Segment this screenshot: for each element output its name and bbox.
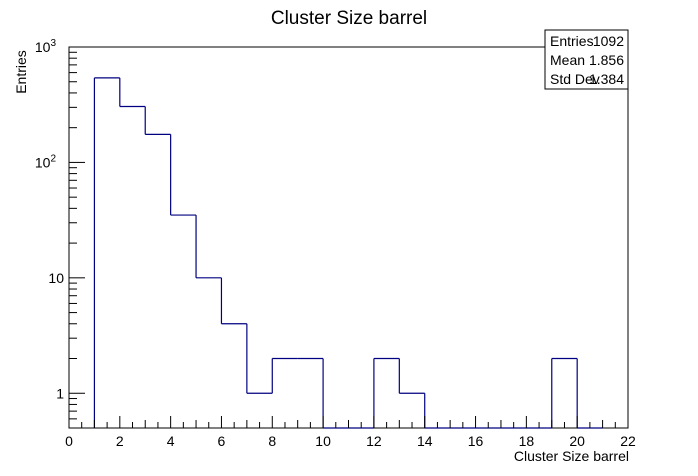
x-axis-label: Cluster Size barrel (514, 448, 629, 464)
x-tick-label-8: 14 (417, 433, 433, 449)
stats-value-entries: 1092 (593, 33, 624, 49)
x-tick-label-1: 0 (65, 433, 73, 449)
x-tick-label-12: 22 (620, 433, 636, 449)
stats-value-std-dev: 1.384 (589, 71, 624, 87)
stats-value-mean: 1.856 (589, 52, 624, 68)
x-tick-label-2: 2 (116, 433, 124, 449)
stats-label-mean: Mean (550, 52, 585, 68)
x-tick-label-6: 10 (315, 433, 331, 449)
x-tick-label-7: 12 (366, 433, 382, 449)
x-tick-label-3: 4 (167, 433, 175, 449)
y-tick-label-2: 10 (48, 270, 64, 286)
x-tick-label-11: 20 (569, 433, 585, 449)
stats-label-entries: Entries (550, 33, 594, 49)
x-tick-label-5: 8 (268, 433, 276, 449)
chart-title: Cluster Size barrel (271, 8, 427, 29)
plot-area: 0 2 4 6 8 10 12 14 16 18 20 22 1 10 102 103 (35, 38, 636, 449)
y-axis-label: Entries (13, 50, 29, 94)
y-tick-label-3: 102 (35, 153, 57, 170)
y-tick-label-1: 1 (56, 385, 64, 401)
x-tick-label-4: 6 (218, 433, 226, 449)
stats-box-frame (544, 29, 629, 90)
y-tick-label-4: 103 (35, 38, 57, 55)
stats-label-std-dev: Std Dev (550, 71, 600, 87)
x-tick-label-9: 16 (468, 433, 484, 449)
x-tick-label-10: 18 (519, 433, 535, 449)
